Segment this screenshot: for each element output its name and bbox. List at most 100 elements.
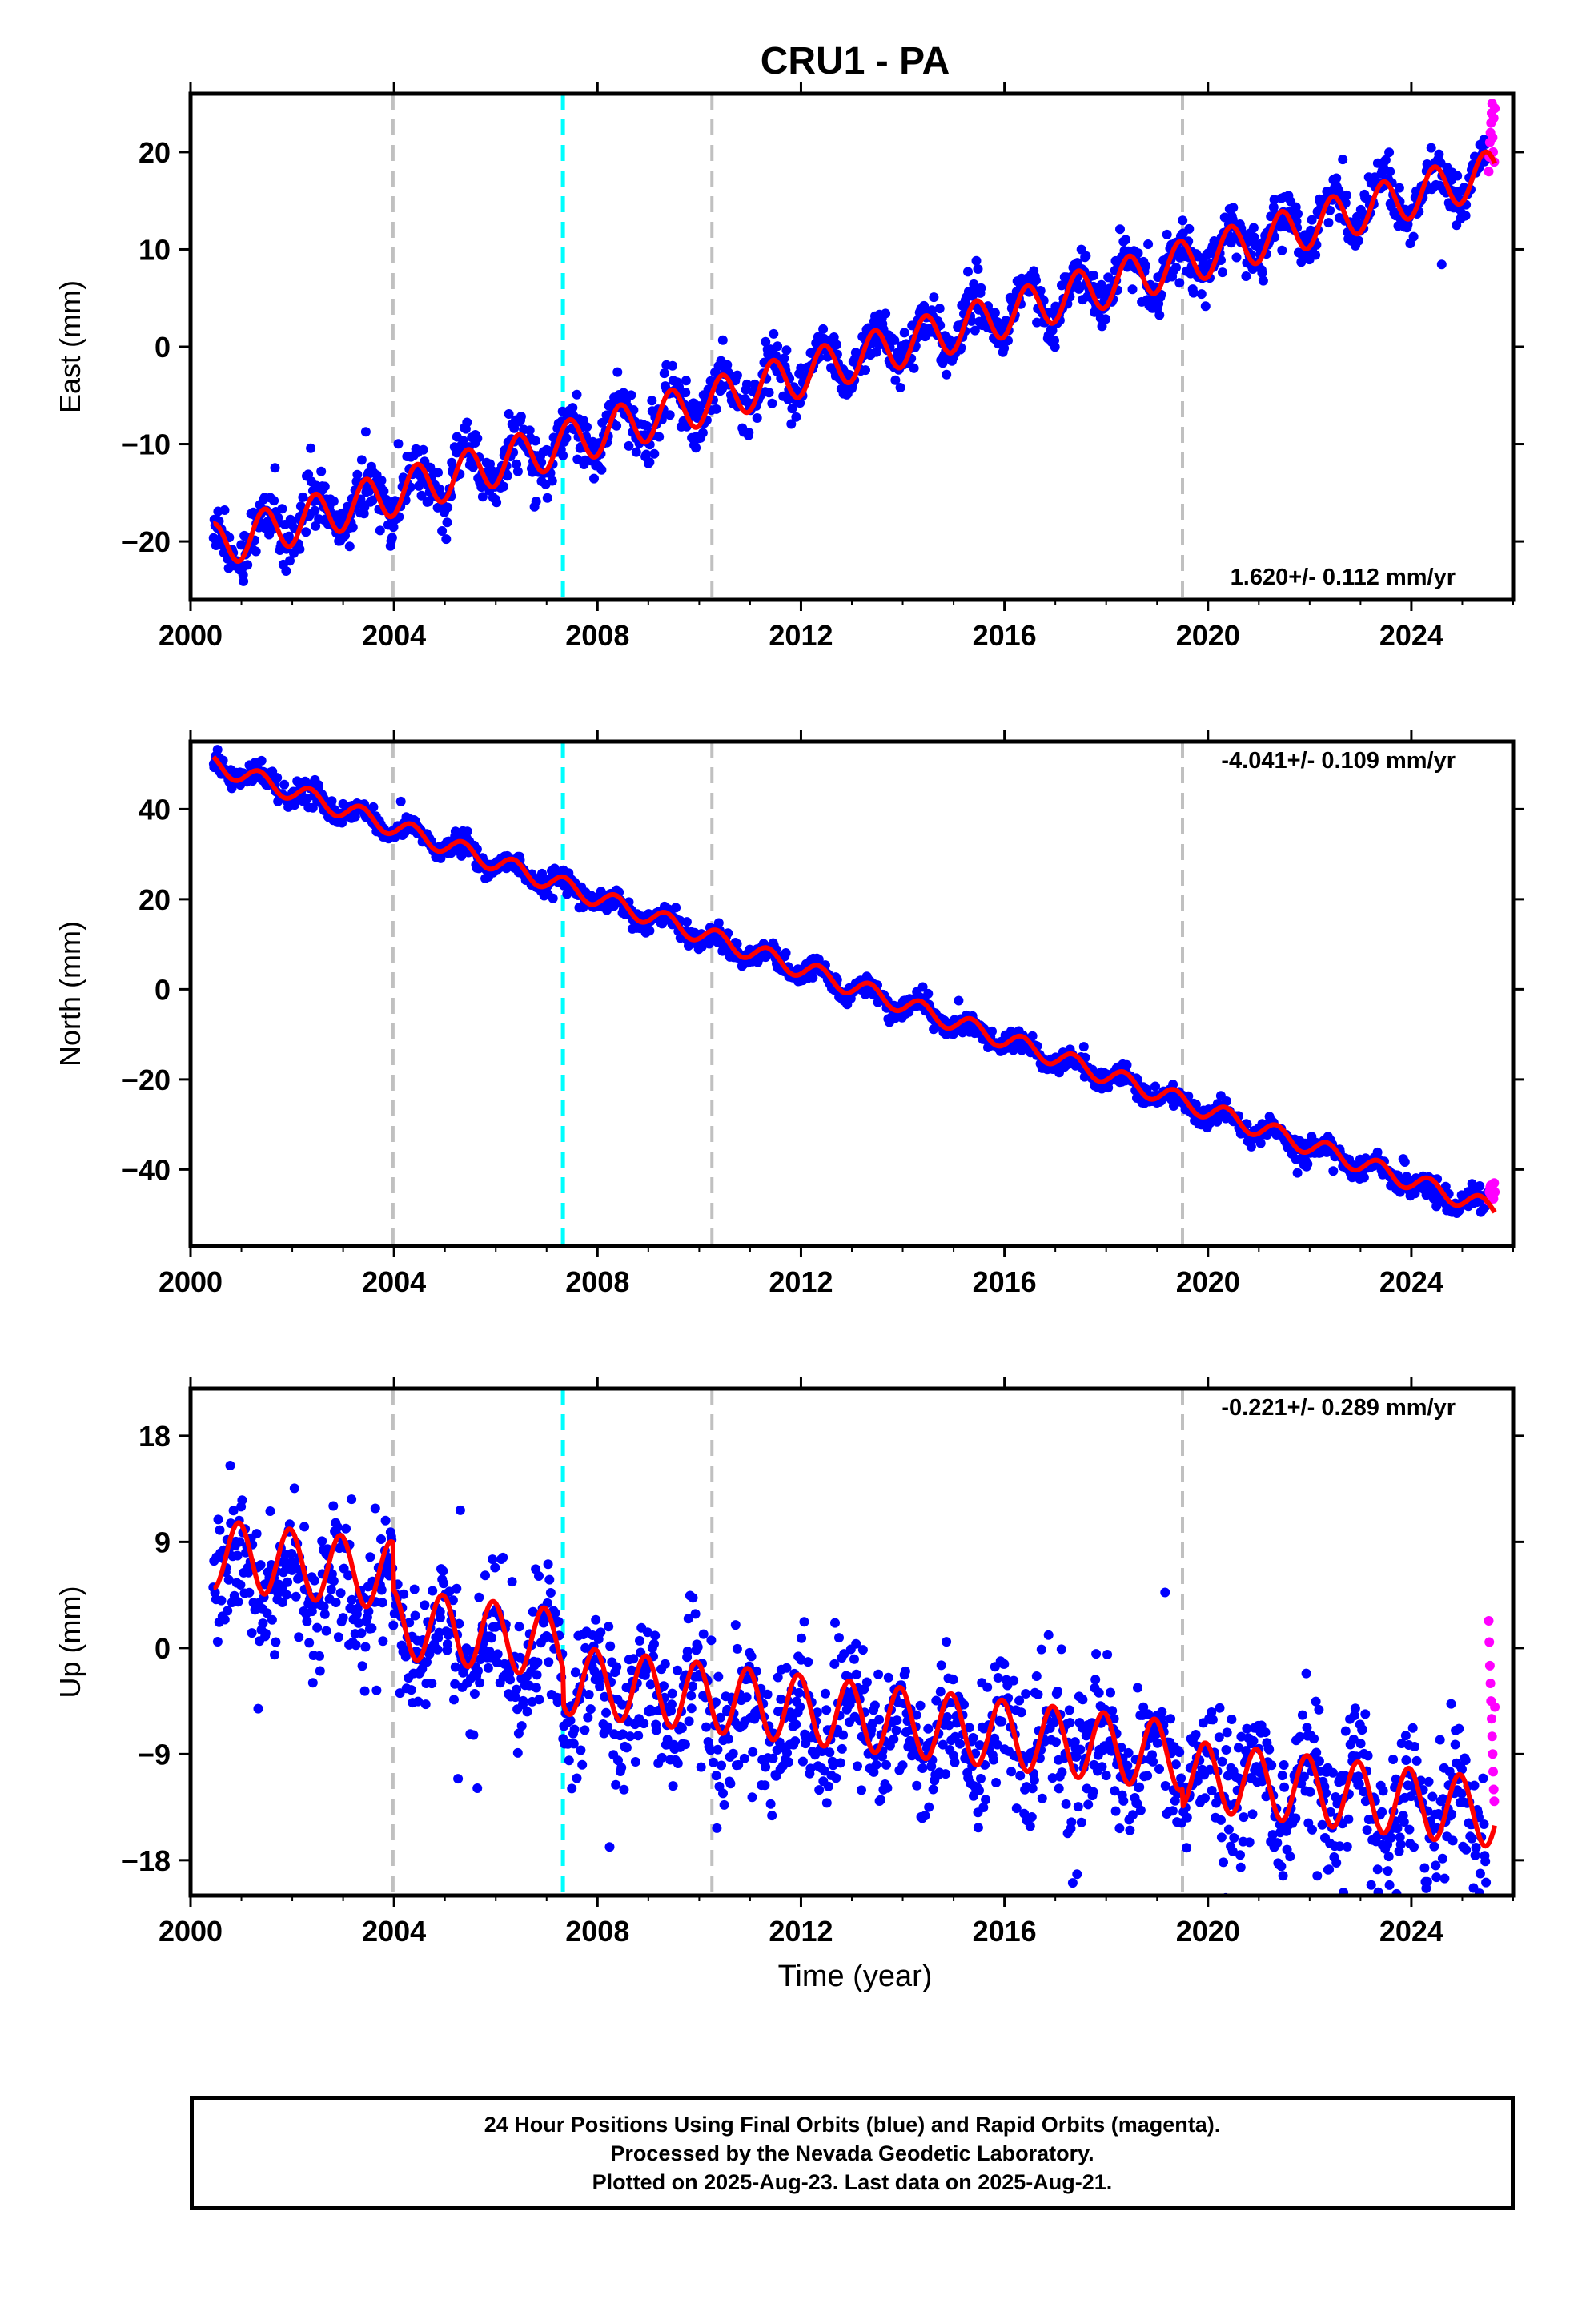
- final-orbit-point: [1031, 1671, 1042, 1681]
- final-orbit-point: [1219, 1857, 1228, 1868]
- final-orbit-point: [1083, 1799, 1094, 1810]
- final-orbit-point: [1231, 252, 1242, 263]
- final-orbit-point: [1447, 1835, 1458, 1846]
- final-orbit-point: [332, 1522, 343, 1532]
- final-orbit-point: [890, 375, 901, 385]
- rapid-orbit-point: [1488, 113, 1499, 123]
- final-orbit-point: [427, 1679, 437, 1689]
- final-orbit-point: [247, 1628, 257, 1638]
- final-orbit-point: [1222, 1727, 1232, 1738]
- data-points: [208, 1461, 1500, 1925]
- rapid-orbit-point: [1487, 1731, 1497, 1742]
- x-tick-label: 2008: [565, 1915, 629, 1948]
- final-orbit-point: [295, 544, 305, 554]
- final-orbit-point: [498, 1552, 508, 1562]
- final-orbit-point: [572, 454, 583, 464]
- final-orbit-point: [1247, 1809, 1258, 1819]
- final-orbit-point: [624, 440, 634, 451]
- figure-title: CRU1 - PA: [761, 40, 950, 82]
- final-orbit-point: [821, 1705, 832, 1715]
- final-orbit-point: [569, 1724, 580, 1735]
- final-orbit-point: [1439, 1873, 1450, 1884]
- final-orbit-point: [1305, 1787, 1315, 1797]
- final-orbit-point: [1402, 1172, 1411, 1182]
- final-orbit-point: [1297, 1710, 1307, 1720]
- final-orbit-point: [1267, 1760, 1277, 1771]
- final-orbit-point: [889, 335, 900, 345]
- final-orbit-point: [968, 1733, 978, 1743]
- final-orbit-point: [942, 369, 952, 380]
- final-orbit-point: [1101, 1771, 1111, 1781]
- final-orbit-point: [616, 1763, 627, 1773]
- final-orbit-point: [232, 1550, 243, 1561]
- final-orbit-point: [976, 283, 986, 293]
- final-orbit-point: [1279, 1760, 1289, 1770]
- final-orbit-point: [472, 1783, 483, 1793]
- final-orbit-point: [701, 1722, 711, 1732]
- final-orbit-point: [488, 1554, 498, 1565]
- final-orbit-point: [1454, 1723, 1464, 1734]
- final-orbit-point: [1409, 1842, 1419, 1852]
- final-orbit-point: [450, 1662, 460, 1672]
- final-orbit-point: [279, 779, 290, 790]
- final-orbit-point: [504, 409, 514, 419]
- final-orbit-point: [686, 1703, 697, 1714]
- final-orbit-point: [934, 304, 945, 314]
- final-orbit-point: [1193, 251, 1203, 262]
- final-orbit-point: [236, 540, 247, 550]
- final-orbit-point: [1027, 1031, 1038, 1041]
- final-orbit-point: [831, 1773, 841, 1783]
- final-orbit-point: [321, 1626, 331, 1636]
- final-orbit-point: [1031, 275, 1041, 286]
- final-orbit-point: [688, 1593, 698, 1603]
- final-orbit-point: [1278, 1871, 1288, 1881]
- final-orbit-point: [1327, 1916, 1336, 1925]
- final-orbit-point: [784, 1757, 793, 1767]
- final-orbit-point: [1258, 275, 1268, 286]
- final-orbit-point: [935, 1687, 946, 1697]
- final-orbit-point: [376, 476, 387, 485]
- final-orbit-point: [1141, 260, 1150, 271]
- y-tick-label: 20: [139, 136, 171, 169]
- final-orbit-point: [1188, 287, 1199, 298]
- final-orbit-point: [1054, 1783, 1064, 1794]
- final-orbit-point: [604, 1842, 615, 1852]
- final-orbit-point: [1057, 1767, 1067, 1778]
- final-orbit-point: [803, 1657, 813, 1667]
- final-orbit-point: [1143, 239, 1154, 249]
- final-orbit-point: [1257, 268, 1267, 279]
- final-orbit-point: [1122, 1059, 1132, 1070]
- final-orbit-point: [1216, 1832, 1227, 1843]
- final-orbit-point: [639, 1719, 649, 1729]
- final-orbit-point: [542, 493, 552, 503]
- final-orbit-point: [233, 1597, 243, 1607]
- final-orbit-point: [744, 428, 754, 438]
- final-orbit-point: [853, 1761, 862, 1771]
- data-points: [208, 745, 1500, 1218]
- final-orbit-point: [547, 476, 557, 486]
- final-orbit-point: [1157, 1707, 1167, 1717]
- final-orbit-point: [1311, 1696, 1321, 1707]
- final-orbit-point: [1362, 1825, 1372, 1835]
- final-orbit-point: [452, 1583, 462, 1594]
- final-orbit-point: [512, 1747, 523, 1758]
- velocity-annotation: 1.620+/- 0.112 mm/yr: [1231, 565, 1456, 590]
- final-orbit-point: [474, 1592, 484, 1602]
- final-orbit-point: [583, 1712, 593, 1723]
- final-orbit-point: [518, 1695, 528, 1706]
- x-tick-label: 2024: [1379, 1265, 1443, 1298]
- final-orbit-point: [929, 292, 939, 303]
- final-orbit-point: [917, 1763, 928, 1773]
- final-orbit-point: [1427, 1791, 1438, 1802]
- final-orbit-point: [544, 1657, 554, 1667]
- final-orbit-point: [773, 341, 783, 352]
- final-orbit-point: [1152, 1738, 1162, 1748]
- final-orbit-point: [1481, 1877, 1492, 1888]
- final-orbit-point: [969, 279, 979, 289]
- final-orbit-point: [1244, 1837, 1255, 1848]
- final-orbit-point: [831, 340, 841, 350]
- final-orbit-point: [1383, 1852, 1394, 1862]
- final-orbit-point: [1408, 231, 1419, 242]
- final-orbit-point: [644, 926, 655, 936]
- final-orbit-point: [1229, 1833, 1239, 1843]
